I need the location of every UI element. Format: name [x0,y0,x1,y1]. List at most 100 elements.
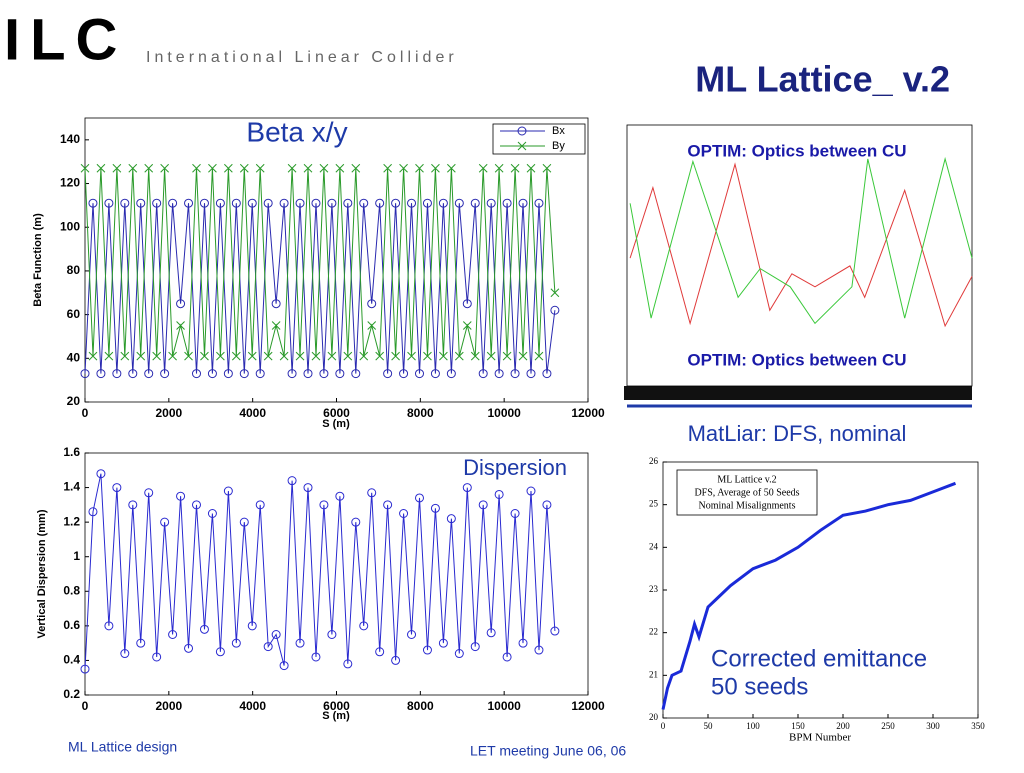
plot-frame [626,124,973,387]
legend-label: By [552,140,565,152]
point [136,638,146,648]
point [486,351,496,361]
x-tick-label: 0 [661,721,666,731]
point [431,163,440,173]
point [446,163,456,173]
point [430,503,440,513]
point [422,198,432,208]
x-tick-label: 4000 [239,406,266,420]
point [136,198,146,208]
point [542,500,552,510]
point [462,299,472,309]
y-axis-label: Beta Function (m) [32,213,44,307]
point [279,351,289,361]
x-tick-label: 8000 [407,406,434,420]
point [255,163,265,173]
point [343,198,353,208]
point [303,483,313,493]
point [327,630,337,639]
point [128,369,138,379]
point [343,659,353,669]
point [454,649,464,659]
point [534,645,544,655]
series-line [661,481,957,710]
point [518,198,528,208]
point [430,369,440,379]
x-tick-label: 10000 [487,699,521,713]
point [96,469,106,479]
point [120,649,130,659]
y-tick-label: 0.8 [63,583,80,597]
point [359,198,369,208]
point [439,351,448,361]
point [112,369,122,379]
series-line [84,203,556,374]
point [351,369,361,379]
point [510,369,520,379]
y-tick-label: 100 [60,219,80,233]
point [383,369,393,379]
point [335,163,345,173]
point [287,369,297,379]
point [462,321,472,330]
point [502,198,512,208]
point [327,351,337,361]
point [255,500,265,510]
annotation: OPTIM: Optics between CU [687,350,906,369]
annotation: Corrected emittance [711,645,927,672]
y-tick-label: 24 [649,541,659,551]
chart-title: Beta x/y [246,116,347,147]
point [446,369,456,379]
point [478,163,488,173]
point [438,638,448,648]
y-tick-label: 1.4 [63,480,80,494]
x-axis-label: S (m) [322,418,350,430]
point [470,351,480,361]
point [263,351,273,361]
point [191,369,201,379]
x-tick-label: 4000 [239,699,266,713]
point [88,507,98,517]
point [494,489,504,499]
point [112,483,122,493]
x-tick-label: 8000 [407,699,434,713]
point [510,163,520,173]
y-tick-label: 22 [649,627,658,637]
point [422,645,432,655]
y-tick-label: 21 [649,669,658,679]
point [88,198,98,208]
y-tick-label: 40 [67,350,81,364]
optics-bar [624,386,972,400]
x-tick-label: 10000 [487,406,521,420]
point [295,351,305,361]
y-tick-label: 1 [73,549,80,563]
point [367,488,377,498]
point [478,369,488,379]
point [279,661,289,671]
point [176,299,186,309]
point [542,369,552,379]
point [247,621,257,631]
point [287,476,297,486]
point [303,163,313,173]
point [104,621,114,631]
point [470,198,480,208]
point [319,369,329,379]
x-tick-label: 300 [926,721,940,731]
point [399,163,408,173]
point [478,500,488,510]
point [335,491,345,501]
point [279,198,289,208]
point [247,198,257,208]
point [184,351,193,361]
point [160,163,169,173]
point [199,624,209,634]
x-tick-label: 350 [971,721,985,731]
point [176,321,185,330]
point [375,198,385,208]
point [191,500,201,510]
point [104,198,114,208]
point [526,486,536,496]
x-tick-label: 50 [704,721,714,731]
legend-label: Bx [552,125,565,137]
